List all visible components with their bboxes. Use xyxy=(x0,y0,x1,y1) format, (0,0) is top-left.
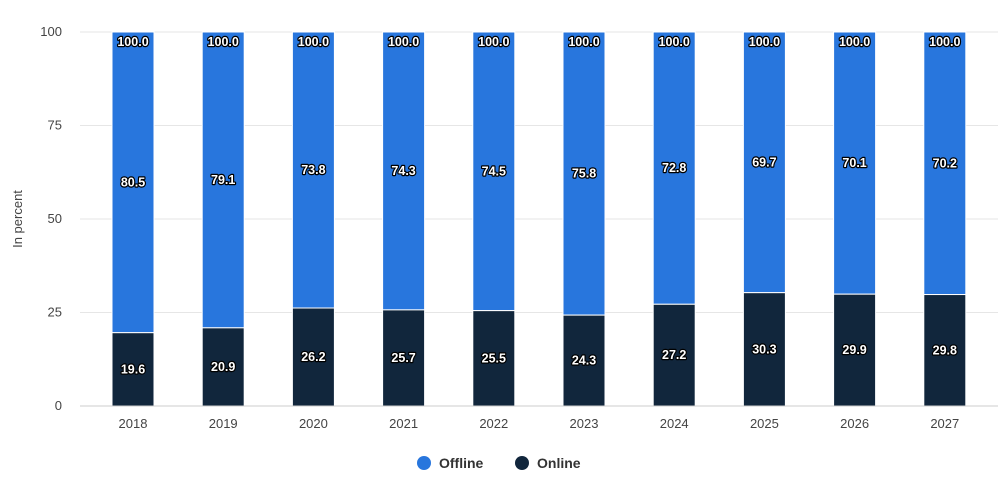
y-tick-label: 100 xyxy=(40,24,62,39)
x-tick-label: 2022 xyxy=(479,416,508,431)
bar-offline[interactable] xyxy=(742,31,786,294)
data-label-offline: 72.8 xyxy=(662,161,686,175)
x-tick-label: 2020 xyxy=(299,416,328,431)
bar-online[interactable] xyxy=(291,307,335,407)
bar-online[interactable] xyxy=(562,314,606,407)
data-label-offline: 74.5 xyxy=(482,164,506,178)
data-label-online: 26.2 xyxy=(301,350,325,364)
bar-offline[interactable] xyxy=(201,31,245,329)
bar-offline[interactable] xyxy=(833,31,877,295)
legend-marker[interactable] xyxy=(515,456,529,470)
data-label-online: 30.3 xyxy=(752,342,776,356)
data-label-total: 100.0 xyxy=(929,35,960,49)
data-label-total: 100.0 xyxy=(117,35,148,49)
bar-online[interactable] xyxy=(201,327,245,407)
data-label-total: 100.0 xyxy=(659,35,690,49)
data-label-offline: 70.2 xyxy=(933,156,957,170)
data-label-online: 29.8 xyxy=(933,343,957,357)
y-axis-label: In percent xyxy=(10,190,25,248)
x-tick-label: 2027 xyxy=(930,416,959,431)
bar-online[interactable] xyxy=(833,293,877,407)
data-label-online: 25.5 xyxy=(482,351,506,365)
x-tick-label: 2019 xyxy=(209,416,238,431)
x-axis-ticks: 2018 2019 2020 2021 2022 2023 2024 2025 2026 2027 xyxy=(119,416,960,431)
legend[interactable]: Offline Online xyxy=(417,455,581,471)
bar-offline[interactable] xyxy=(382,31,426,311)
data-label-total: 100.0 xyxy=(208,35,239,49)
legend-label[interactable]: Online xyxy=(537,455,581,471)
x-tick-label: 2026 xyxy=(840,416,869,431)
data-label-online: 19.6 xyxy=(121,362,145,376)
legend-label[interactable]: Offline xyxy=(439,455,484,471)
bar-online[interactable] xyxy=(923,294,967,407)
x-tick-label: 2018 xyxy=(119,416,148,431)
bar-online[interactable] xyxy=(382,309,426,407)
x-tick-label: 2023 xyxy=(570,416,599,431)
data-labels: 19.6 80.5 100.0 20.9 79.1 100.0 26.2 73.8 100.0 2… xyxy=(116,34,962,378)
bar-online[interactable] xyxy=(652,303,696,407)
y-tick-label: 75 xyxy=(48,118,62,133)
bar-offline[interactable] xyxy=(923,31,967,296)
data-label-offline: 73.8 xyxy=(301,163,325,177)
data-label-total: 100.0 xyxy=(749,35,780,49)
data-label-total: 100.0 xyxy=(839,35,870,49)
x-tick-label: 2024 xyxy=(660,416,689,431)
bar-offline[interactable] xyxy=(291,31,335,309)
data-label-total: 100.0 xyxy=(478,35,509,49)
data-label-online: 20.9 xyxy=(211,360,235,374)
y-tick-label: 50 xyxy=(48,211,62,226)
bars xyxy=(111,31,967,407)
bar-online[interactable] xyxy=(742,292,786,407)
data-label-online: 29.9 xyxy=(842,343,866,357)
data-label-online: 25.7 xyxy=(391,351,415,365)
y-axis-ticks: 0 25 50 75 100 xyxy=(40,24,62,413)
data-label-offline: 69.7 xyxy=(752,155,776,169)
bar-offline[interactable] xyxy=(111,31,155,334)
data-label-total: 100.0 xyxy=(388,35,419,49)
y-tick-label: 25 xyxy=(48,305,62,320)
bar-offline[interactable] xyxy=(472,31,516,312)
data-label-offline: 70.1 xyxy=(842,156,866,170)
x-tick-label: 2021 xyxy=(389,416,418,431)
data-label-offline: 75.8 xyxy=(572,167,596,181)
data-label-offline: 80.5 xyxy=(121,175,145,189)
data-label-total: 100.0 xyxy=(568,35,599,49)
legend-marker[interactable] xyxy=(417,456,431,470)
bar-offline[interactable] xyxy=(562,31,606,316)
bar-online[interactable] xyxy=(472,310,516,407)
data-label-online: 27.2 xyxy=(662,348,686,362)
data-label-offline: 79.1 xyxy=(211,173,235,187)
x-tick-label: 2025 xyxy=(750,416,779,431)
data-label-total: 100.0 xyxy=(298,35,329,49)
data-label-online: 24.3 xyxy=(572,354,596,368)
data-label-offline: 74.3 xyxy=(391,164,415,178)
y-tick-label: 0 xyxy=(55,398,62,413)
